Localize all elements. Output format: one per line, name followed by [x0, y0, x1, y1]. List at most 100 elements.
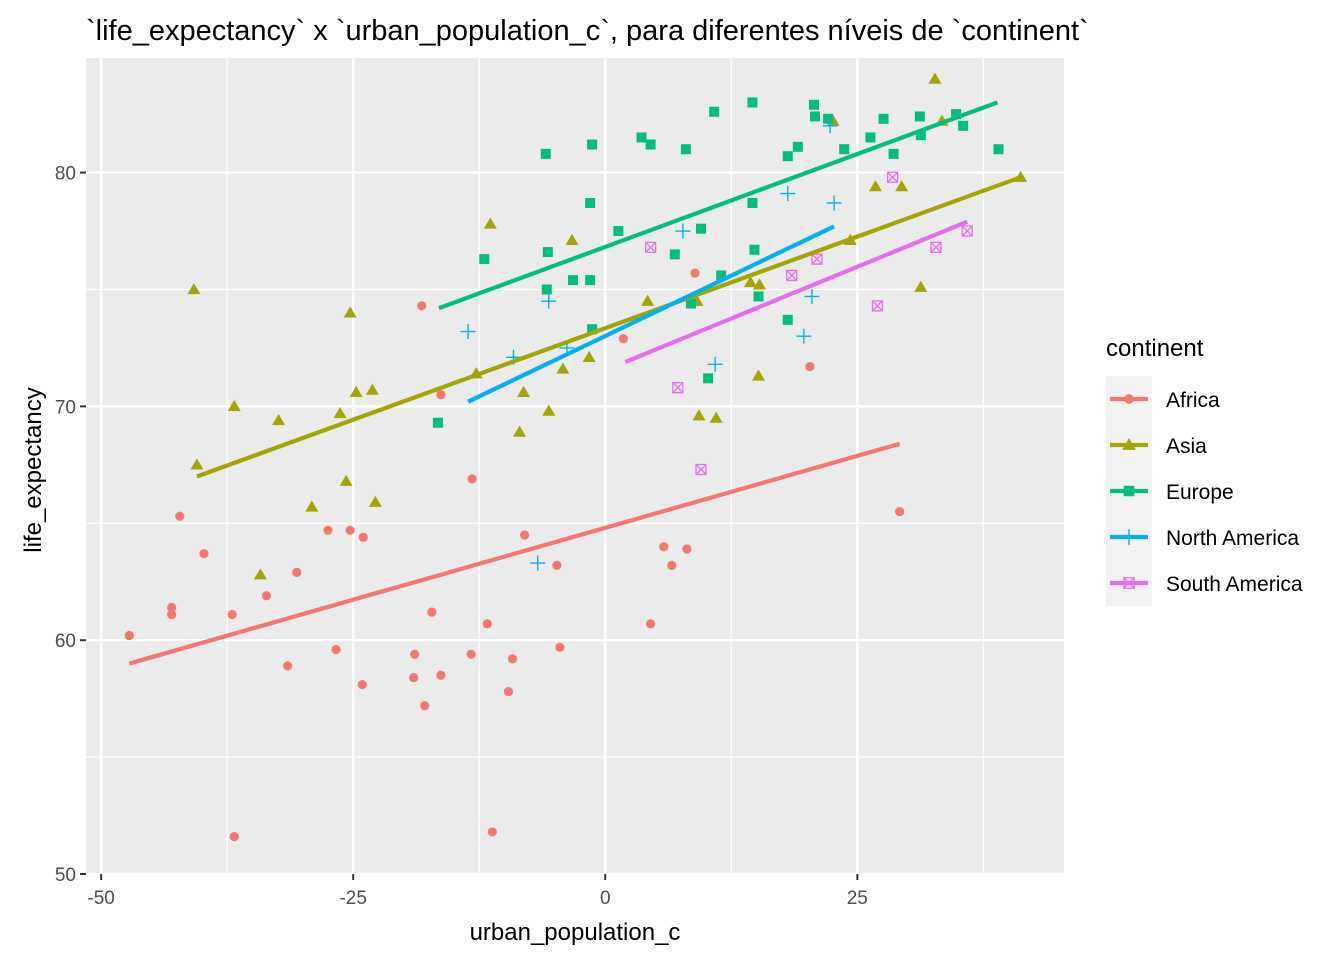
europe-point — [792, 141, 803, 152]
europe-point — [782, 151, 793, 162]
minor-gridlines — [86, 58, 1064, 874]
europe-point — [645, 139, 656, 150]
africa-point — [466, 649, 476, 659]
africa-point — [507, 654, 518, 664]
europe-point — [865, 132, 876, 143]
africa-point — [682, 544, 692, 554]
y-tick-label: 80 — [55, 164, 76, 185]
africa-point — [436, 390, 446, 400]
africa-point — [467, 474, 477, 484]
x-tick-label: 0 — [600, 888, 611, 909]
europe-point — [585, 275, 596, 286]
asia-point — [517, 385, 531, 398]
y-tick-label: 70 — [55, 397, 76, 418]
europe-point — [782, 314, 793, 325]
asia-point — [483, 217, 497, 229]
x-tick-label: -25 — [339, 888, 366, 909]
north-america-legend-label: North America — [1166, 527, 1299, 550]
north-america-point — [822, 118, 838, 134]
europe-point — [587, 324, 598, 335]
africa-point — [519, 530, 530, 540]
africa-point — [646, 619, 656, 629]
data-points — [124, 72, 1028, 842]
europe-point — [709, 106, 720, 117]
south-america-point — [672, 382, 684, 394]
y-tick-label: 60 — [55, 631, 76, 652]
europe-point — [878, 113, 889, 124]
north-america-point — [796, 328, 812, 344]
north-america-trend-line — [467, 224, 836, 404]
europe-legend-symbol — [1123, 485, 1135, 497]
europe-point — [915, 130, 926, 141]
europe-point — [993, 144, 1004, 155]
asia-point — [349, 385, 363, 398]
europe-point — [839, 144, 850, 155]
europe-point — [747, 197, 758, 208]
north-america-point — [826, 195, 842, 211]
north-america-point — [804, 288, 820, 304]
africa-point — [667, 560, 677, 570]
asia-point — [895, 180, 909, 192]
africa-point — [345, 525, 355, 535]
asia-point — [365, 383, 379, 395]
europe-point — [823, 113, 834, 124]
europe-point — [669, 249, 680, 260]
asia-point — [743, 275, 757, 288]
chart-title: `life_expectancy` x `urban_population_c`… — [86, 15, 1089, 47]
africa-point — [283, 661, 293, 671]
asia-point — [339, 474, 353, 486]
asia-point — [928, 72, 942, 84]
asia-point — [753, 278, 767, 290]
africa-point — [167, 602, 177, 613]
legend: continent Africa Asia Europe North America S… — [1106, 335, 1303, 606]
europe-trend-line — [438, 100, 999, 311]
axis-ticks — [80, 171, 859, 880]
asia-legend-symbol — [1122, 438, 1136, 450]
asia-point — [333, 406, 347, 419]
asia-point — [565, 233, 579, 246]
asia-point — [253, 568, 267, 580]
asia-point — [914, 280, 928, 292]
north-america-point — [780, 186, 796, 202]
africa-trend-line — [128, 441, 901, 666]
africa-point — [555, 642, 565, 652]
north-america-point — [541, 293, 557, 309]
asia-point — [227, 399, 241, 412]
north-america-point — [530, 555, 546, 571]
europe-legend-label: Europe — [1166, 481, 1234, 504]
major-gridlines — [86, 58, 1064, 876]
africa-point — [482, 619, 492, 629]
europe-point — [479, 254, 490, 265]
africa-point — [229, 831, 239, 842]
south-america-point — [961, 225, 973, 237]
africa-point — [357, 680, 367, 690]
africa-point — [409, 672, 419, 683]
europe-point — [696, 223, 707, 234]
europe-point — [685, 298, 696, 309]
asia-point — [582, 350, 596, 362]
south-america-legend-symbol — [1123, 577, 1135, 589]
asia-point — [556, 362, 570, 374]
asia-point — [190, 458, 204, 470]
europe-point — [809, 111, 820, 122]
south-america-point — [811, 253, 823, 265]
asia-legend-label: Asia — [1166, 435, 1207, 458]
europe-point — [749, 244, 760, 255]
africa-point — [427, 607, 437, 617]
africa-point — [659, 542, 669, 552]
africa-point — [805, 362, 815, 372]
africa-point — [503, 687, 514, 697]
europe-point — [951, 109, 962, 120]
south-america-point — [930, 241, 942, 254]
africa-point — [261, 591, 272, 601]
europe-point — [747, 97, 758, 108]
north-america-point — [460, 324, 476, 340]
south-america-trend-line — [624, 219, 969, 364]
europe-point — [703, 373, 714, 384]
africa-point — [417, 301, 427, 311]
north-america-point — [707, 356, 723, 372]
africa-legend-symbol — [1124, 394, 1134, 404]
africa-point — [895, 506, 905, 517]
europe-point — [753, 291, 764, 302]
asia-point — [709, 411, 723, 423]
